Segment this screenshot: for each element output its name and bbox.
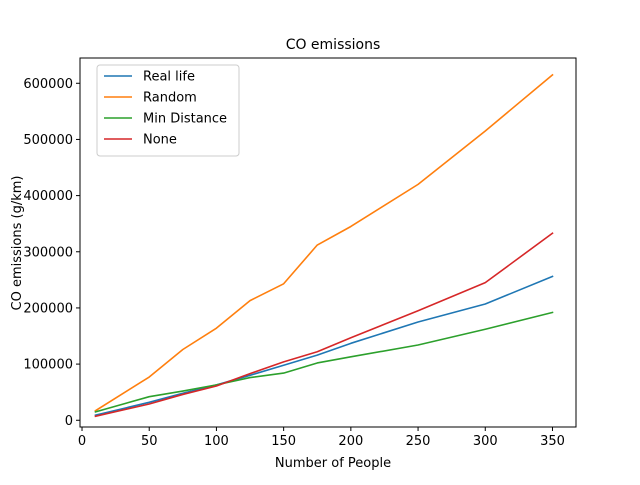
legend-label-0: Real life: [143, 70, 195, 85]
chart-title: CO emissions: [286, 37, 381, 53]
x-axis-label: Number of People: [275, 456, 391, 471]
series-line-3: [94, 232, 554, 418]
y-tick-label: 100000: [23, 358, 73, 373]
series-line-0: [94, 275, 554, 417]
series-line-2: [94, 311, 554, 413]
legend: Real life Random Min Distance None: [96, 64, 240, 157]
y-tick-label: 0: [65, 414, 73, 429]
x-tick-label: 200: [338, 434, 363, 449]
x-tick-label: 350: [540, 434, 565, 449]
y-tick-label: 400000: [23, 189, 73, 204]
x-tick-label: 150: [271, 434, 296, 449]
legend-label-2: Min Distance: [143, 112, 227, 127]
y-tick-label: 200000: [23, 301, 73, 316]
x-tick-label: 300: [473, 434, 498, 449]
x-tick-label: 100: [204, 434, 229, 449]
legend-box: [96, 64, 240, 157]
x-axis-ticks: 0 50 100 150 200 250 300 350: [78, 427, 565, 449]
x-tick-label: 0: [78, 434, 86, 449]
y-tick-label: 500000: [23, 133, 73, 148]
y-axis-ticks: 0 100000 200000 300000 400000 500000 600000: [23, 77, 80, 429]
y-axis-label: CO emissions (g/km): [10, 176, 25, 311]
series-line-1: [94, 73, 554, 412]
plot-area: [94, 73, 554, 418]
y-tick-label: 600000: [23, 77, 73, 92]
legend-label-3: None: [143, 133, 177, 148]
y-tick-label: 300000: [23, 245, 73, 260]
x-tick-label: 50: [141, 434, 158, 449]
x-tick-label: 250: [406, 434, 431, 449]
plot-frame: [79, 57, 577, 428]
legend-label-1: Random: [143, 91, 197, 106]
